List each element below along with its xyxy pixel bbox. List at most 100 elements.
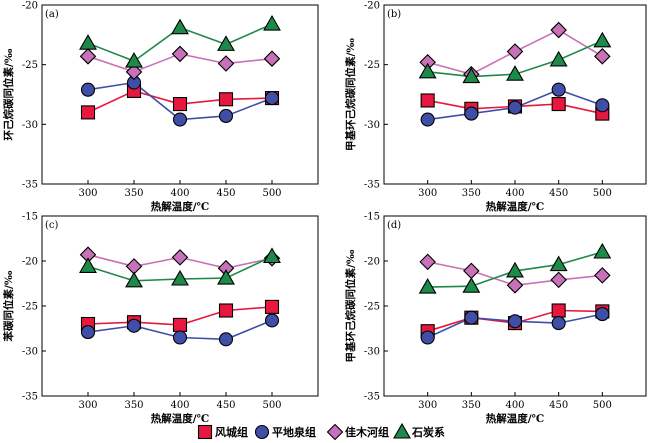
legend-label: 石炭系 <box>411 425 445 439</box>
data-point-3-0 <box>79 257 97 273</box>
data-point-3-4 <box>593 242 612 259</box>
data-point-2-2 <box>171 249 189 266</box>
chart-panel-b: -35 -30 -25 -20 300 350 400 450 500 热解温度/℃ 甲基环己烷碳同… <box>344 1 647 213</box>
data-point-3-1 <box>462 277 481 293</box>
data-point-1-0 <box>420 330 435 345</box>
legend-item-3: 石炭系 <box>393 422 445 439</box>
data-point-1-1 <box>464 106 479 121</box>
data-point-2-4 <box>594 48 611 65</box>
y-tick-label: -20 <box>22 257 38 268</box>
data-point-3-1 <box>125 271 143 288</box>
y-tick-label: -25 <box>364 60 380 71</box>
x-axis-label: 热解温度/℃ <box>486 200 545 213</box>
chart-panel-d: -35 -30 -25 -20 -15 300 350 400 450 500 热解温度/℃ 甲基环己… <box>344 212 647 425</box>
y-tick-label: -15 <box>364 212 380 223</box>
data-point-0-0 <box>420 93 435 108</box>
chart-panel-c: -35 -30 -25 -20 -15 300 350 400 450 500 热解温度/℃ 苯碳同位… <box>2 212 319 425</box>
legend-marker <box>254 424 270 440</box>
legend-label: 平地泉组 <box>272 425 316 439</box>
panel-label: (c) <box>45 220 59 231</box>
x-tick-label: 500 <box>262 400 281 411</box>
data-point-1-0 <box>80 325 96 340</box>
x-tick-label: 300 <box>418 400 437 411</box>
x-tick-label: 500 <box>593 400 612 411</box>
data-point-2-2 <box>506 277 524 294</box>
legend-item-0: 风城组 <box>197 424 248 440</box>
y-tick-label: -35 <box>364 180 380 191</box>
y-tick-label: -20 <box>364 1 380 12</box>
data-point-3-4 <box>263 247 281 264</box>
y-axis-label: 环己烷碳同位素/‰ <box>2 48 15 140</box>
data-point-2-1 <box>125 258 143 275</box>
y-tick-label: -20 <box>22 1 38 12</box>
data-point-1-2 <box>172 330 188 345</box>
data-point-1-4 <box>264 313 280 328</box>
data-point-3-4 <box>593 31 612 48</box>
x-tick-label: 300 <box>418 188 437 199</box>
data-point-1-2 <box>507 314 523 329</box>
y-tick-label: -35 <box>364 392 380 403</box>
data-point-2-3 <box>550 21 567 39</box>
data-point-3-0 <box>418 62 437 79</box>
y-tick-label: -30 <box>22 120 38 131</box>
y-axis-label: 甲基环己烷碳同位素/‰ <box>344 38 357 151</box>
data-point-1-2 <box>172 112 188 127</box>
data-point-2-1 <box>463 262 480 280</box>
data-point-1-3 <box>218 108 234 124</box>
data-point-1-3 <box>551 82 566 97</box>
legend-item-2: 佳木河组 <box>326 423 389 441</box>
data-point-1-0 <box>80 82 96 97</box>
data-point-2-3 <box>217 55 235 72</box>
data-point-3-2 <box>506 261 524 278</box>
data-point-3-3 <box>549 255 568 272</box>
data-point-3-0 <box>418 277 437 294</box>
data-point-0-3 <box>551 303 566 318</box>
x-tick-label: 350 <box>124 400 143 411</box>
y-tick-label: -35 <box>22 392 38 403</box>
y-tick-label: -25 <box>22 60 38 71</box>
data-point-0-4 <box>264 299 280 314</box>
y-tick-label: -35 <box>22 180 38 191</box>
data-point-3-3 <box>217 268 235 285</box>
data-point-0-2 <box>172 317 188 332</box>
data-point-0-3 <box>218 303 234 318</box>
data-point-2-0 <box>79 48 97 65</box>
data-point-1-1 <box>464 310 479 325</box>
data-point-1-3 <box>551 316 566 331</box>
data-point-1-4 <box>264 91 280 106</box>
data-point-1-0 <box>420 112 435 127</box>
data-point-1-4 <box>595 307 610 322</box>
x-tick-label: 300 <box>78 188 97 199</box>
data-point-3-1 <box>125 51 143 68</box>
y-tick-label: -25 <box>364 302 380 313</box>
data-point-0-3 <box>218 92 234 107</box>
panel-label: (d) <box>387 220 401 231</box>
y-tick-label: -30 <box>364 120 380 131</box>
y-axis-label: 苯碳同位素/‰ <box>2 270 15 342</box>
x-tick-label: 400 <box>170 188 189 199</box>
legend-item-1: 平地泉组 <box>254 424 316 440</box>
x-tick-label: 500 <box>593 188 612 199</box>
chart-panels: -35 -30 -25 -20 300 350 400 450 500 热解温度/℃ 环己烷碳同位素… <box>2 1 647 425</box>
data-point-2-3 <box>550 271 567 289</box>
legend-label: 佳木河组 <box>345 425 389 439</box>
legend-marker <box>326 423 344 441</box>
x-axis-label: 热解温度/℃ <box>151 412 210 425</box>
data-point-0-2 <box>172 96 188 112</box>
data-point-2-2 <box>506 43 524 60</box>
x-tick-label: 500 <box>262 188 281 199</box>
x-axis-label: 热解温度/℃ <box>486 412 545 425</box>
data-point-1-3 <box>218 332 234 347</box>
panel-label: (b) <box>387 9 401 20</box>
data-point-1-1 <box>126 318 142 333</box>
y-axis-label: 甲基环己烷碳同位素/‰ <box>344 249 357 362</box>
y-tick-label: -30 <box>22 347 38 358</box>
x-tick-label: 400 <box>170 400 189 411</box>
data-point-2-0 <box>419 253 436 271</box>
data-point-0-3 <box>551 96 566 112</box>
x-tick-label: 450 <box>216 400 235 411</box>
x-tick-label: 350 <box>462 400 481 411</box>
legend: 风城组 平地泉组 佳木河组 石炭系 <box>197 422 445 441</box>
data-point-3-2 <box>171 18 189 35</box>
